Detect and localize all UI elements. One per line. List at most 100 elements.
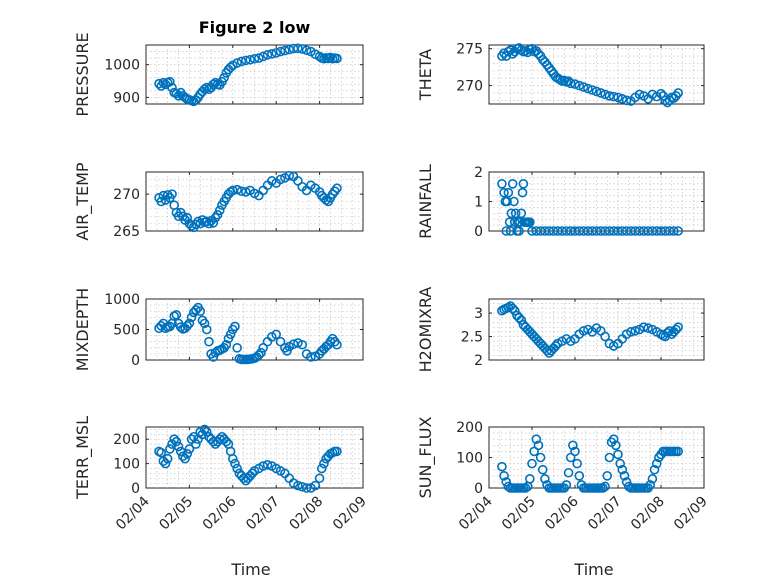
data-point xyxy=(643,323,653,333)
data-point xyxy=(225,187,236,197)
data-point xyxy=(645,480,656,490)
y-axis-label: TERR_MSL xyxy=(73,416,93,500)
y-axis-label: THETA xyxy=(416,49,435,101)
data-point xyxy=(568,440,578,451)
data-point xyxy=(634,89,645,100)
y-tick-label: 270 xyxy=(113,187,140,203)
data-point xyxy=(225,329,236,340)
data-point xyxy=(583,83,593,94)
data-point xyxy=(247,468,258,479)
data-point xyxy=(232,342,242,353)
data-point xyxy=(497,461,507,472)
data-point xyxy=(574,80,585,91)
subplot-3: 265 270 AIR_TEMP xyxy=(73,162,364,241)
y-tick-label: 270 xyxy=(456,79,483,95)
data-point xyxy=(550,341,561,351)
data-point xyxy=(619,470,630,481)
data-point xyxy=(162,453,173,464)
data-point xyxy=(219,72,229,83)
data-point xyxy=(275,336,286,347)
data-point xyxy=(186,312,197,323)
data-point xyxy=(195,306,206,317)
data-point xyxy=(602,470,613,481)
subplot-7: 0 100 200 02/04 02/05 02/06 02/07 02/08 02/09 TER… xyxy=(73,416,370,533)
y-tick-label: 265 xyxy=(113,224,140,240)
data-point xyxy=(228,453,238,464)
y-tick-label: 2 xyxy=(474,353,483,369)
axes-background xyxy=(488,426,705,489)
data-point xyxy=(516,208,527,219)
x-tick-label: 02/07 xyxy=(243,494,283,534)
data-point xyxy=(617,464,628,475)
data-point xyxy=(208,218,219,228)
data-point xyxy=(191,439,201,449)
x-tick-label: 02/05 xyxy=(156,494,196,534)
data-point xyxy=(184,444,195,454)
data-point xyxy=(613,449,623,460)
data-point xyxy=(332,339,342,350)
data-point xyxy=(649,464,660,475)
data-point xyxy=(615,458,625,469)
data-point xyxy=(232,58,242,68)
data-point xyxy=(673,322,684,332)
data-point xyxy=(514,312,524,323)
data-point xyxy=(232,184,242,195)
x-axis-label-right: Time xyxy=(573,560,613,579)
data-point xyxy=(171,436,182,447)
data-point xyxy=(572,458,582,469)
data-point xyxy=(316,463,327,474)
data-point xyxy=(156,196,166,207)
subplot-1: 900 1000 PRESSURE Figure 2 low xyxy=(73,18,364,117)
data-point xyxy=(598,483,608,493)
data-point xyxy=(623,481,634,492)
data-point xyxy=(293,480,303,491)
data-point xyxy=(297,44,308,54)
subplot-6: 2 2.5 3 H2OMIXRA xyxy=(416,287,705,372)
data-point xyxy=(297,481,308,492)
data-point xyxy=(301,45,312,56)
data-point xyxy=(651,458,662,469)
data-point xyxy=(502,196,512,207)
data-point xyxy=(332,53,342,64)
data-point xyxy=(501,226,512,236)
data-point xyxy=(293,338,303,348)
data-point xyxy=(531,434,542,445)
data-point xyxy=(561,480,572,490)
data-point xyxy=(293,43,303,54)
y-tick-label: 275 xyxy=(456,42,483,58)
subplot-4: 0 1 2 RAINFALL xyxy=(416,164,705,240)
data-point xyxy=(600,89,610,100)
x-tick-label: 02/04 xyxy=(113,493,153,533)
data-point xyxy=(230,321,240,332)
data-point xyxy=(535,452,546,463)
subplot-8: 0 100 200 02/04 02/05 02/06 02/07 02/08 02/09 SUN… xyxy=(416,417,711,534)
data-point xyxy=(332,183,342,194)
data-point xyxy=(503,187,514,198)
data-point xyxy=(236,56,247,67)
y-axis-label: MIXDEPTH xyxy=(73,288,92,371)
y-tick-label: 900 xyxy=(113,90,140,106)
data-point xyxy=(510,208,521,219)
data-point xyxy=(310,480,321,491)
data-point xyxy=(332,446,342,457)
y-tick-label: 1000 xyxy=(104,292,140,308)
data-point xyxy=(175,322,186,332)
data-point xyxy=(182,449,193,459)
data-point xyxy=(509,305,520,316)
data-point xyxy=(604,452,615,463)
y-axis-label: AIR_TEMP xyxy=(73,162,93,240)
data-point xyxy=(608,434,619,445)
x-axis-label-left: Time xyxy=(230,560,270,579)
data-point xyxy=(306,352,316,362)
data-point xyxy=(563,467,574,478)
y-axis-label: RAINFALL xyxy=(416,164,435,239)
data-point xyxy=(314,473,325,484)
data-point xyxy=(301,483,312,493)
data-point xyxy=(604,91,615,101)
data-point xyxy=(256,347,266,358)
data-point xyxy=(171,310,182,320)
data-point xyxy=(258,51,268,62)
y-tick-label: 100 xyxy=(456,451,483,467)
data-point xyxy=(201,324,212,335)
